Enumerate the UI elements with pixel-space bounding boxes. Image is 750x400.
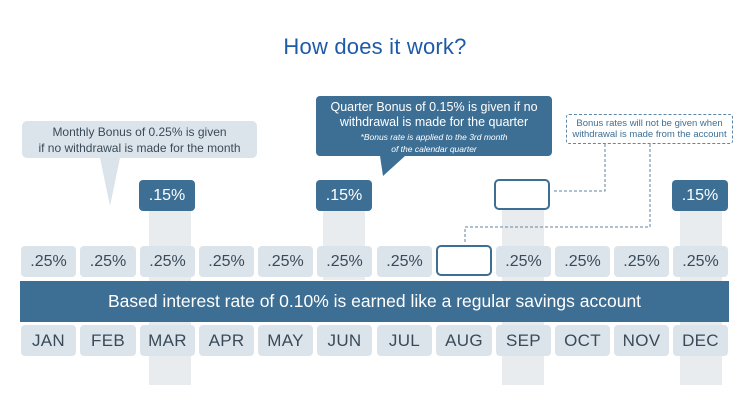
monthly-bonus-callout: Monthly Bonus of 0.25% is given if no wi… [22,121,257,158]
month-jul: JUL [377,325,432,356]
month-jun: JUN [317,325,372,356]
bonus-mar: .15% [139,180,195,211]
quarter-note-line2: of the calendar quarter [391,144,477,154]
quarter-note-line1: *Bonus rate is applied to the 3rd month [360,132,508,142]
rate-jul: .25% [377,246,432,277]
withdrawal-callout-line2: withdrawal is made from the account [572,129,727,140]
dashed-connector-aug [464,144,651,243]
month-mar: MAR [140,325,195,356]
rate-jan: .25% [21,246,76,277]
rate-dec: .25% [673,246,728,277]
withdrawal-callout-line1: Bonus rates will not be given when [576,118,723,129]
monthly-callout-pointer [100,158,120,206]
month-nov: NOV [614,325,669,356]
rate-nov: .25% [614,246,669,277]
quarter-callout-line1: Quarter Bonus of 0.15% is given if no [330,100,538,114]
rate-apr: .25% [199,246,254,277]
bonus-dec: .15% [672,180,728,211]
dashed-connector-sep [553,144,606,192]
rate-feb: .25% [80,246,136,277]
rate-mar: .25% [140,246,195,277]
quarter-callout-line2: withdrawal is made for the quarter [339,115,529,129]
bonus-sep-empty [494,179,550,210]
month-apr: APR [199,325,254,356]
page-title: How does it work? [283,34,467,59]
quarter-bonus-callout: Quarter Bonus of 0.15% is given if no wi… [316,96,552,156]
rate-oct: .25% [555,246,610,277]
rate-aug-empty [436,245,492,276]
monthly-callout-line2: if no withdrawal is made for the month [38,141,241,155]
month-may: MAY [258,325,313,356]
rate-sep: .25% [496,246,551,277]
rate-may: .25% [258,246,313,277]
month-sep: SEP [496,325,551,356]
quarter-callout-pointer [380,156,405,176]
withdrawal-callout: Bonus rates will not be given when withd… [566,114,733,144]
monthly-callout-line1: Monthly Bonus of 0.25% is given [52,125,227,139]
month-oct: OCT [555,325,610,356]
base-interest-band: Based interest rate of 0.10% is earned l… [20,281,729,322]
rate-jun: .25% [317,246,372,277]
month-dec: DEC [673,325,728,356]
month-jan: JAN [21,325,76,356]
month-feb: FEB [80,325,136,356]
month-aug: AUG [436,325,492,356]
bonus-jun: .15% [316,180,372,211]
